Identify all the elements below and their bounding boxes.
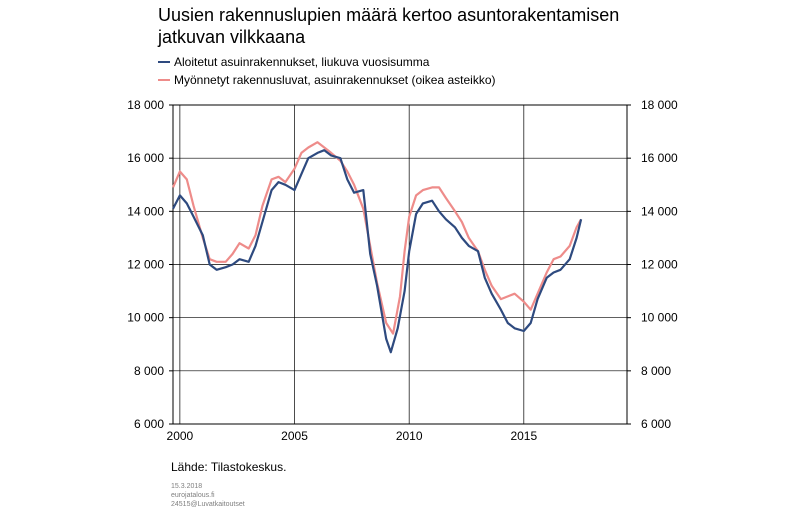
y-tick-label-right: 14 000 — [641, 204, 678, 218]
chart-title: Uusien rakennuslupien määrä kertoo asunt… — [158, 5, 620, 47]
y-tick-label-left: 10 000 — [127, 311, 164, 325]
legend: Aloitetut asuinrakennukset, liukuva vuos… — [158, 53, 496, 89]
y-tick-label-right: 10 000 — [641, 311, 678, 325]
footer-site: eurojatalous.fi — [171, 492, 215, 499]
legend-label-starts: Aloitetut asuinrakennukset, liukuva vuos… — [174, 55, 430, 69]
x-tick-label: 2000 — [167, 429, 194, 443]
y-tick-label-right: 16 000 — [641, 151, 678, 165]
y-tick-label-right: 8 000 — [641, 364, 671, 378]
legend-item-permits: Myönnetyt rakennusluvat, asuinrakennukse… — [158, 71, 496, 89]
y-tick-label-left: 8 000 — [134, 364, 164, 378]
left-axis: 6 000 8 000 10 000 12 000 14 000 16 000 18 000 — [127, 98, 173, 431]
y-tick-label-right: 6 000 — [641, 417, 671, 431]
grid-lines — [173, 105, 627, 424]
footer: 15.3.2018 eurojatalous.fi 24515@Luvatkai… — [171, 482, 245, 509]
y-tick-label-left: 6 000 — [134, 417, 164, 431]
series-group — [171, 141, 583, 354]
x-tick-label: 2015 — [510, 429, 537, 443]
legend-swatch-starts — [158, 61, 170, 63]
series-line-permits — [171, 141, 583, 335]
y-tick-label-right: 18 000 — [641, 98, 678, 112]
footer-date: 15.3.2018 — [171, 483, 203, 490]
y-tick-label-left: 16 000 — [127, 151, 164, 165]
legend-label-permits: Myönnetyt rakennusluvat, asuinrakennukse… — [174, 73, 496, 87]
legend-swatch-permits — [158, 79, 170, 81]
right-axis: 6 000 8 000 10 000 12 000 14 000 16 000 18 000 — [627, 98, 678, 431]
y-tick-label-left: 14 000 — [127, 204, 164, 218]
x-axis: 2000 2005 2010 2015 — [167, 429, 538, 443]
y-tick-label-left: 18 000 — [127, 98, 164, 112]
legend-item-starts: Aloitetut asuinrakennukset, liukuva vuos… — [158, 53, 496, 71]
y-tick-label-right: 12 000 — [641, 258, 678, 272]
footer-code: 24515@Luvatkaitoutset — [171, 501, 245, 508]
x-tick-label: 2005 — [281, 429, 308, 443]
source-note: Lähde: Tilastokeskus. — [171, 460, 287, 474]
x-tick-label: 2010 — [396, 429, 423, 443]
y-tick-label-left: 12 000 — [127, 258, 164, 272]
series-line-starts — [172, 149, 583, 354]
